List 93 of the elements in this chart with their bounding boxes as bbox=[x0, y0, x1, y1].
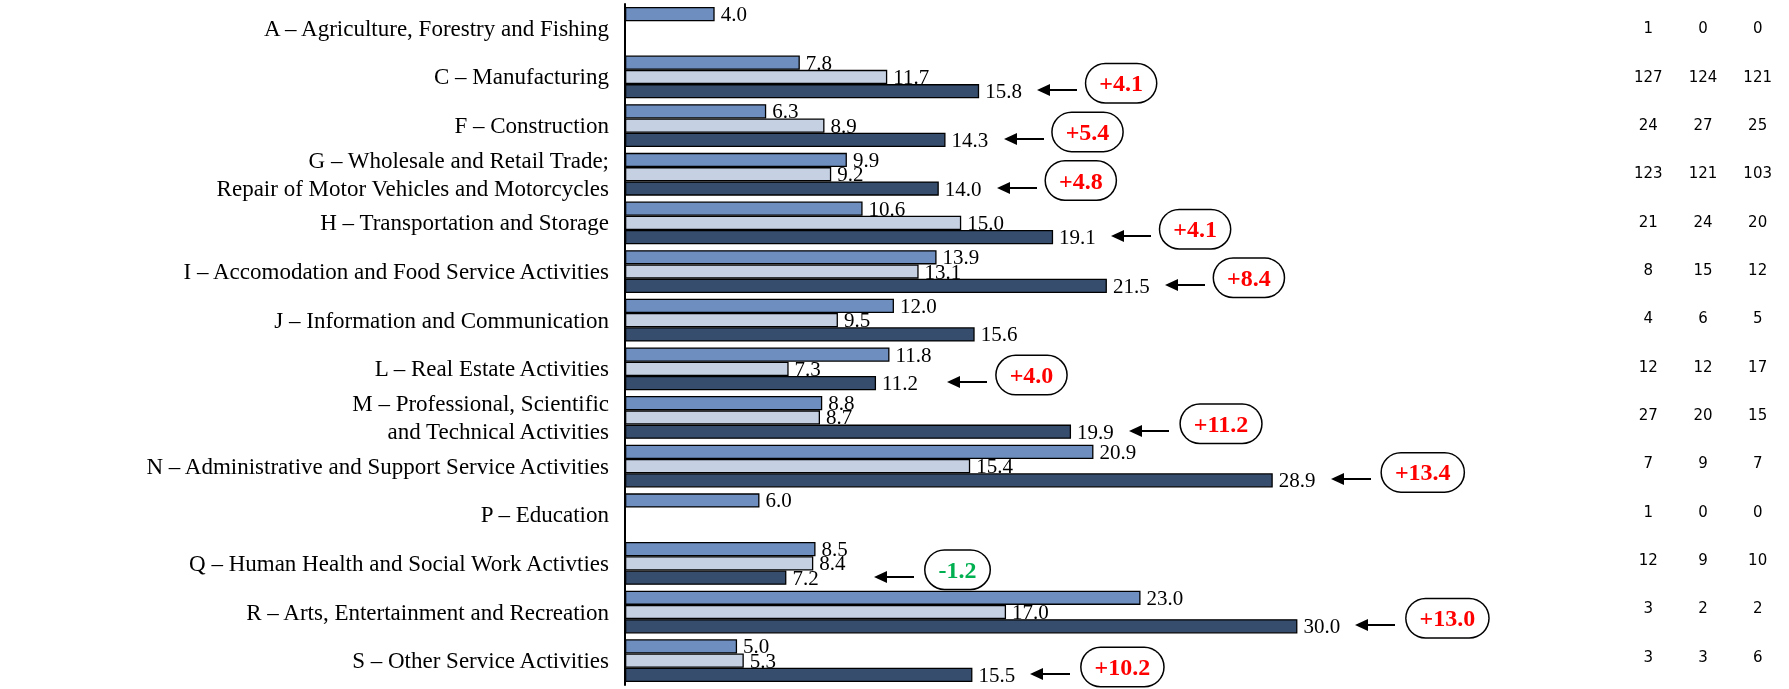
data-label: 3 bbox=[1643, 599, 1654, 618]
data-label: 3 bbox=[1698, 647, 1708, 666]
data-label: 121 bbox=[1688, 164, 1718, 183]
annotation: -1.2 bbox=[938, 556, 977, 583]
data-label: 9 bbox=[1698, 551, 1708, 570]
text: +13.0 bbox=[1419, 605, 1476, 632]
data-label: 6 bbox=[1752, 647, 1763, 666]
data-label: 12 bbox=[1638, 357, 1658, 376]
y-tick-label: I – Accomodation and Food Service Activities bbox=[183, 259, 610, 285]
data-label: 15.5 bbox=[978, 662, 1016, 687]
data-label: 7.3 bbox=[794, 356, 821, 381]
annotation: +8.4 bbox=[1227, 264, 1271, 291]
annotation: +4.1 bbox=[1099, 70, 1143, 97]
data-label: 0 bbox=[1698, 502, 1708, 521]
data-label: 12.0 bbox=[899, 293, 937, 318]
y-tick-label: S – Other Service Activities bbox=[352, 648, 610, 674]
data-label: 11.8 bbox=[895, 342, 932, 367]
y-tick-label: M – Professional, Scientific and Technical Activities bbox=[352, 390, 610, 444]
data-label: 7 bbox=[1752, 454, 1763, 473]
data-label: 17.0 bbox=[1012, 600, 1049, 625]
data-label: 1 bbox=[1643, 502, 1654, 521]
data-label: 3 bbox=[1643, 647, 1654, 666]
data-label: 15.4 bbox=[976, 454, 1014, 479]
data-label: 15.6 bbox=[980, 322, 1018, 347]
annotation: +4.8 bbox=[1058, 167, 1103, 194]
data-label: 0 bbox=[1752, 502, 1763, 521]
data-label: 127 bbox=[1634, 67, 1663, 86]
annotation: +11.2 bbox=[1193, 410, 1249, 437]
data-label: 12 bbox=[1693, 357, 1713, 376]
data-label: 15 bbox=[1748, 406, 1768, 425]
data-label: 7.2 bbox=[792, 565, 819, 590]
data-label: 121 bbox=[1743, 67, 1772, 86]
y-tick-label: G – Wholesale and Retail Trade; Repair of Motor Vehicles and Motorcycles bbox=[216, 147, 610, 201]
data-label: 20 bbox=[1748, 212, 1768, 231]
annotation: +4.0 bbox=[1009, 362, 1054, 389]
data-label: 10 bbox=[1748, 551, 1768, 570]
data-label: 11.7 bbox=[893, 64, 930, 89]
data-label: 23.0 bbox=[1146, 585, 1184, 610]
data-label: 9.5 bbox=[843, 308, 871, 333]
data-label: 7.8 bbox=[805, 50, 833, 75]
data-label: 4.0 bbox=[720, 2, 747, 27]
data-label: 6.0 bbox=[765, 488, 792, 513]
annotation: +5.4 bbox=[1065, 118, 1110, 145]
data-label: 21.5 bbox=[1112, 273, 1150, 298]
data-label: 4 bbox=[1643, 309, 1654, 328]
data-label: 28.9 bbox=[1278, 468, 1316, 493]
data-label: 2 bbox=[1698, 599, 1708, 618]
annotation: +4.1 bbox=[1173, 216, 1217, 243]
data-label: 15.0 bbox=[967, 210, 1004, 235]
data-label: 2 bbox=[1752, 599, 1763, 618]
data-label: 0 bbox=[1752, 19, 1763, 38]
data-label: 6.3 bbox=[772, 99, 799, 124]
data-label: 21 bbox=[1638, 212, 1658, 231]
data-label: 10.6 bbox=[868, 196, 906, 221]
y-tick-label: P – Education bbox=[480, 502, 610, 528]
data-label: 19.1 bbox=[1059, 225, 1096, 250]
y-tick-label: R – Arts, Entertainment and Recreation bbox=[246, 599, 610, 625]
data-label: 27 bbox=[1638, 406, 1658, 425]
y-tick-label: N – Administrative and Support Service Activities bbox=[146, 453, 610, 479]
y-tick-label: J – Information and Communication bbox=[274, 307, 610, 333]
y-tick-label: F – Construction bbox=[454, 113, 610, 139]
data-label: 27 bbox=[1693, 115, 1713, 134]
y-tick-label: H – Transportation and Storage bbox=[320, 210, 609, 236]
data-label: 123 bbox=[1634, 164, 1663, 183]
y-tick-label: Q – Human Health and Social Work Activties bbox=[189, 550, 610, 576]
data-label: 24 bbox=[1638, 115, 1658, 134]
data-label: 1 bbox=[1643, 19, 1654, 38]
data-label: 9 bbox=[1698, 454, 1708, 473]
y-tick-label: A – Agriculture, Forestry and Fishing bbox=[264, 15, 610, 41]
data-label: 30.0 bbox=[1303, 614, 1341, 639]
data-label: 7 bbox=[1643, 454, 1654, 473]
data-label: 12 bbox=[1638, 551, 1658, 570]
y-tick-label: C – Manufacturing bbox=[433, 64, 610, 90]
text: +13.4 bbox=[1394, 459, 1451, 486]
data-label: 17 bbox=[1748, 357, 1768, 376]
data-label: 15.8 bbox=[985, 79, 1022, 104]
data-label: 0 bbox=[1698, 19, 1708, 38]
data-label: 24 bbox=[1693, 212, 1713, 231]
annotation: +10.2 bbox=[1094, 653, 1151, 680]
data-label: 6 bbox=[1698, 309, 1708, 328]
data-label: 20 bbox=[1693, 406, 1713, 425]
data-label: 15 bbox=[1693, 260, 1713, 279]
data-label: 14.0 bbox=[944, 176, 982, 201]
data-label: 11.2 bbox=[882, 371, 919, 396]
data-label: 8 bbox=[1643, 260, 1654, 279]
data-label: 5 bbox=[1752, 309, 1763, 328]
data-label: 103 bbox=[1743, 164, 1772, 183]
data-label: 14.3 bbox=[951, 127, 989, 152]
data-label: 12 bbox=[1748, 260, 1768, 279]
data-label: 124 bbox=[1688, 67, 1718, 86]
y-tick-label: L – Real Estate Activities bbox=[374, 356, 610, 382]
data-label: 25 bbox=[1748, 115, 1768, 134]
data-label: 8.9 bbox=[830, 113, 857, 138]
